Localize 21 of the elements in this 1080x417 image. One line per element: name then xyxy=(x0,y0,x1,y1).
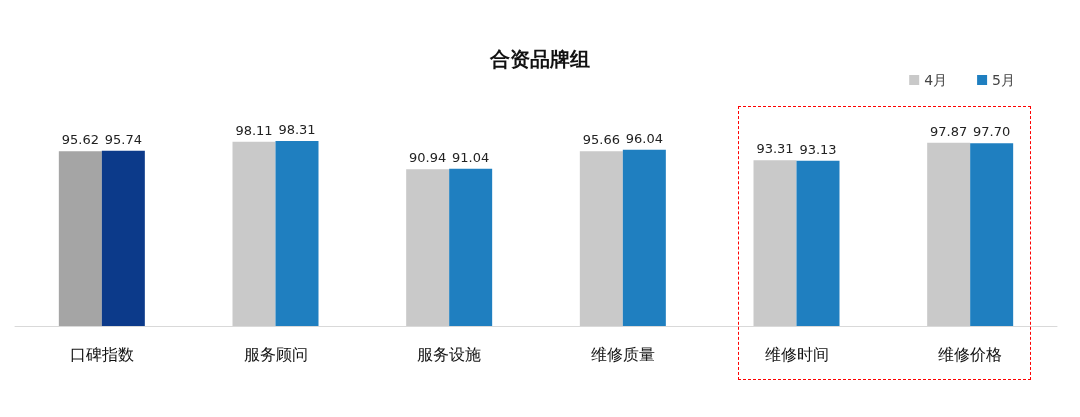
data-label: 90.94 xyxy=(409,150,447,166)
data-label: 93.31 xyxy=(756,141,794,157)
data-label: 98.11 xyxy=(235,122,273,138)
data-label: 97.70 xyxy=(973,124,1011,140)
data-label: 93.13 xyxy=(799,141,837,157)
data-label: 98.31 xyxy=(278,122,316,137)
data-label: 95.62 xyxy=(61,132,99,148)
x-tick-label: 服务设施 xyxy=(417,344,482,364)
x-tick-label: 口碑指数 xyxy=(69,344,134,364)
data-label: 95.74 xyxy=(104,131,142,147)
legend-label: 4月 xyxy=(924,72,948,88)
x-tick-label: 维修时间 xyxy=(764,344,829,364)
data-label: 95.66 xyxy=(582,132,620,148)
legend-label: 5月 xyxy=(992,72,1016,88)
chart-title: 合资品牌组 xyxy=(489,47,590,71)
x-tick-label: 维修质量 xyxy=(590,344,655,364)
x-tick-label: 服务顾问 xyxy=(243,344,308,364)
data-label: 97.87 xyxy=(930,123,968,139)
data-label: 91.04 xyxy=(452,149,490,165)
x-tick-label: 维修价格 xyxy=(938,344,1003,364)
data-label: 96.04 xyxy=(625,130,663,146)
